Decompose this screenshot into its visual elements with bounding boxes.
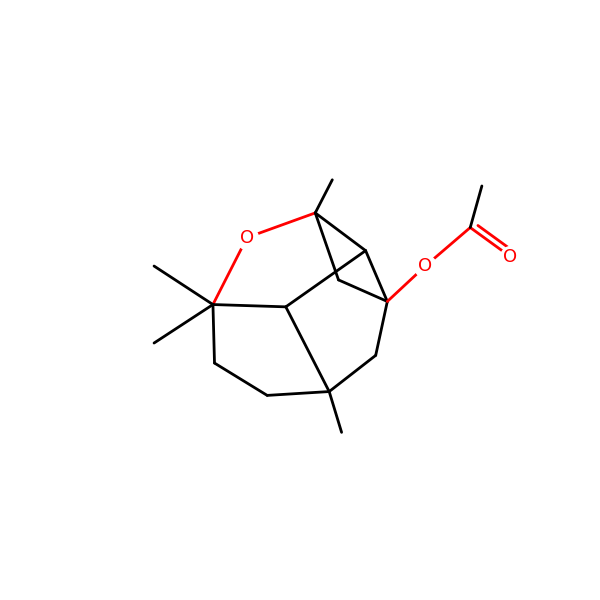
Text: O: O — [503, 248, 518, 266]
Text: O: O — [240, 229, 254, 247]
Text: O: O — [418, 257, 433, 275]
